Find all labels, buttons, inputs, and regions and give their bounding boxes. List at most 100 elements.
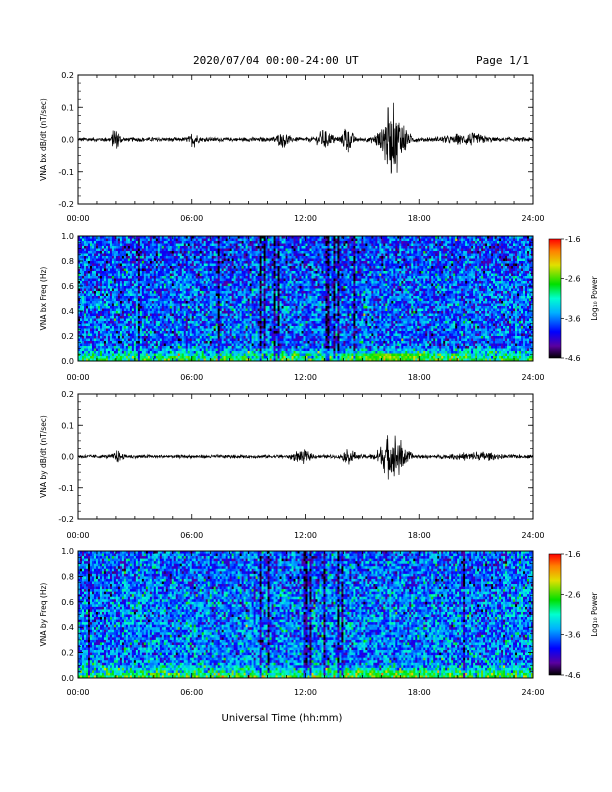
heatmap-cell (208, 351, 210, 354)
heatmap-cell (244, 299, 246, 302)
heatmap-cell (88, 286, 90, 289)
heatmap-cell (130, 331, 132, 334)
heatmap-cell (144, 246, 146, 249)
heatmap-cell (162, 339, 164, 342)
heatmap-cell (116, 321, 118, 324)
heatmap-cell (172, 329, 174, 332)
heatmap-cell (196, 276, 198, 279)
heatmap-cell (144, 349, 146, 352)
heatmap-cell (182, 269, 184, 272)
heatmap-cell (94, 279, 96, 282)
heatmap-cell (236, 314, 238, 317)
heatmap-cell (84, 304, 86, 307)
heatmap-cell (132, 351, 134, 354)
heatmap-cell (262, 301, 264, 304)
heatmap-cell (112, 261, 114, 264)
heatmap-cell (160, 276, 162, 279)
heatmap-cell (172, 294, 174, 297)
heatmap-cell (212, 344, 214, 347)
heatmap-cell (148, 349, 150, 352)
heatmap-cell (160, 259, 162, 262)
heatmap-cell (264, 311, 266, 314)
heatmap-cell (162, 299, 164, 302)
heatmap-cell (202, 286, 204, 289)
heatmap-cell (116, 299, 118, 302)
heatmap-cell (230, 316, 232, 319)
heatmap-cell (234, 274, 236, 277)
heatmap-cell (160, 239, 162, 242)
heatmap-cell (186, 271, 188, 274)
heatmap-cell (192, 289, 194, 292)
heatmap-cell (222, 301, 224, 304)
heatmap-cell (252, 351, 254, 354)
heatmap-cell (232, 249, 234, 252)
heatmap-cell (158, 354, 160, 357)
heatmap-cell (148, 289, 150, 292)
heatmap-cell (256, 311, 258, 314)
heatmap-cell (170, 336, 172, 339)
heatmap-cell (244, 354, 246, 357)
heatmap-cell (242, 279, 244, 282)
heatmap-cell (142, 286, 144, 289)
heatmap-cell (268, 299, 270, 302)
heatmap-cell (174, 336, 176, 339)
heatmap-cell (200, 316, 202, 319)
heatmap-cell (156, 346, 158, 349)
heatmap-cell (128, 321, 130, 324)
heatmap-cell (212, 319, 214, 322)
heatmap-cell (84, 249, 86, 252)
heatmap-cell (268, 344, 270, 347)
heatmap-cell (116, 259, 118, 262)
heatmap-cell (184, 314, 186, 317)
heatmap-cell (168, 329, 170, 332)
heatmap-cell (150, 276, 152, 279)
heatmap-cell (154, 289, 156, 292)
heatmap-cell (184, 304, 186, 307)
heatmap-cell (264, 299, 266, 302)
heatmap-cell (162, 251, 164, 254)
heatmap-cell (238, 351, 240, 354)
heatmap-cell (250, 271, 252, 274)
heatmap-cell (98, 311, 100, 314)
heatmap-cell (92, 321, 94, 324)
heatmap-cell (110, 264, 112, 267)
heatmap-cell (120, 304, 122, 307)
heatmap-cell (170, 254, 172, 257)
heatmap-cell (160, 324, 162, 327)
heatmap-cell (192, 271, 194, 274)
heatmap-cell (254, 279, 256, 282)
heatmap-cell (120, 311, 122, 314)
heatmap-cell (184, 309, 186, 312)
heatmap-cell (238, 349, 240, 352)
heatmap-cell (130, 289, 132, 292)
heatmap-cell (210, 251, 212, 254)
heatmap-cell (232, 356, 234, 359)
heatmap-cell (220, 311, 222, 314)
heatmap-cell (250, 329, 252, 332)
heatmap-cell (104, 284, 106, 287)
heatmap-cell (258, 256, 260, 259)
heatmap-cell (170, 279, 172, 282)
heatmap-cell (106, 256, 108, 259)
heatmap-cell (184, 239, 186, 242)
heatmap-cell (214, 299, 216, 302)
heatmap-cell (116, 346, 118, 349)
heatmap-cell (108, 294, 110, 297)
heatmap-cell (200, 301, 202, 304)
heatmap-cell (208, 289, 210, 292)
heatmap-cell (154, 314, 156, 317)
heatmap-cell (266, 346, 268, 349)
heatmap-cell (170, 299, 172, 302)
heatmap-cell (192, 351, 194, 354)
heatmap-cell (226, 306, 228, 309)
heatmap-cell (190, 299, 192, 302)
heatmap-cell (88, 309, 90, 312)
heatmap-cell (212, 261, 214, 264)
heatmap-cell (214, 314, 216, 317)
heatmap-cell (174, 301, 176, 304)
heatmap-cell (208, 319, 210, 322)
heatmap-cell (80, 289, 82, 292)
heatmap-cell (156, 354, 158, 357)
heatmap-cell (146, 296, 148, 299)
heatmap-cell (266, 319, 268, 322)
